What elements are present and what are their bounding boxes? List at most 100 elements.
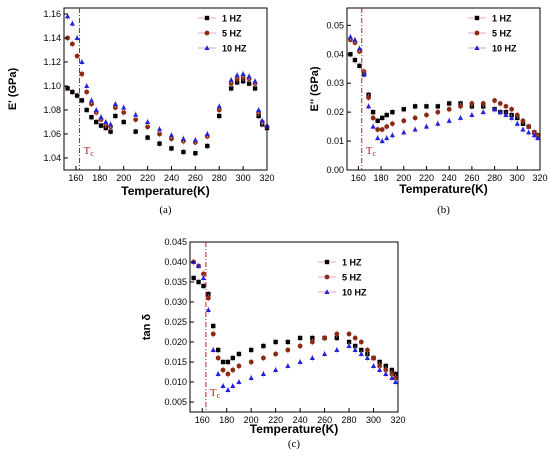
legend-label: 5 HZ [222, 29, 242, 39]
data-point [357, 63, 362, 69]
data-point [240, 79, 246, 84]
data-point [169, 146, 174, 151]
legend-label: 1 HZ [342, 258, 362, 268]
data-point [88, 97, 95, 103]
data-point [112, 101, 118, 106]
x-tick-label: 260 [317, 415, 332, 425]
legend-label: 10 HZ [342, 288, 367, 298]
data-point [228, 81, 234, 86]
data-point [205, 295, 211, 301]
data-point [230, 355, 236, 361]
x-axis-label: Temperature(K) [121, 184, 209, 198]
data-point [181, 149, 186, 155]
data-point [234, 80, 240, 85]
data-point [225, 359, 231, 365]
data-point [509, 115, 515, 120]
data-point [321, 351, 328, 356]
data-point [365, 103, 372, 109]
data-point [220, 383, 226, 388]
data-point [260, 371, 267, 376]
data-point [480, 109, 486, 115]
data-point [379, 127, 385, 132]
y-tick-label: 1.14 [43, 33, 61, 43]
data-point [352, 335, 358, 341]
data-point [191, 275, 196, 281]
data-point [145, 124, 150, 130]
data-point [225, 371, 231, 377]
data-point [108, 129, 113, 134]
x-tick-label: 300 [510, 173, 525, 183]
data-point [252, 86, 258, 91]
data-point [520, 118, 526, 124]
x-tick-label: 200 [396, 173, 411, 183]
x-tick-label: 260 [188, 173, 203, 183]
data-point [390, 121, 395, 127]
data-point [364, 355, 371, 360]
data-point [74, 35, 80, 40]
data-point [228, 86, 234, 91]
data-point [74, 93, 80, 98]
data-point [389, 367, 395, 373]
data-point [401, 118, 407, 124]
data-point [70, 89, 75, 95]
x-tick-label: 160 [68, 173, 83, 183]
y-tick-label: 0.01 [326, 136, 344, 146]
data-point [334, 331, 340, 337]
data-point [371, 355, 376, 361]
data-point [217, 113, 222, 119]
y-tick-label: 0.04 [326, 49, 344, 59]
y-tick-label: 0.020 [164, 337, 187, 347]
data-point [412, 115, 418, 121]
data-point [297, 359, 303, 364]
data-point [384, 135, 390, 141]
data-point [234, 72, 240, 78]
data-point [236, 379, 242, 384]
data-point [89, 101, 94, 107]
data-point [169, 136, 174, 142]
data-point [491, 106, 498, 112]
data-point [204, 131, 210, 136]
x-axis-label: Temperature(K) [399, 182, 487, 196]
data-point [234, 76, 240, 82]
data-point [352, 57, 358, 63]
data-point [497, 101, 503, 106]
data-point [121, 110, 127, 115]
data-point [144, 119, 151, 124]
data-point [121, 119, 126, 125]
series-10-hz [191, 258, 399, 394]
data-point [230, 367, 236, 373]
data-point [370, 115, 376, 121]
data-point [157, 141, 162, 146]
y-tick-label: 0.040 [164, 257, 187, 267]
data-point [377, 367, 383, 372]
data-point [133, 117, 139, 122]
data-point [79, 71, 85, 77]
panel-label: (a) [159, 204, 172, 216]
data-point [84, 107, 89, 113]
data-point [297, 343, 303, 349]
data-point [273, 339, 278, 345]
data-point [389, 371, 395, 377]
legend-label: 10 HZ [222, 44, 247, 54]
data-point [309, 355, 315, 360]
legend-marker [474, 30, 480, 36]
data-point [503, 103, 509, 109]
data-point [259, 118, 265, 123]
data-point [216, 107, 222, 113]
data-point [514, 120, 520, 126]
x-tick-label: 220 [268, 415, 283, 425]
data-point [322, 335, 327, 341]
legend-marker [324, 274, 330, 280]
data-point [347, 34, 354, 39]
panel-label: (b) [437, 204, 450, 216]
y-axis-label: tan δ [141, 314, 153, 341]
y-tick-label: 1.08 [43, 105, 61, 115]
data-point [480, 101, 486, 106]
data-point [514, 112, 520, 118]
data-point [205, 307, 211, 312]
data-point [248, 359, 254, 365]
data-point [236, 351, 242, 357]
data-point [248, 375, 254, 380]
data-point [230, 383, 236, 388]
legend-marker [324, 289, 330, 294]
